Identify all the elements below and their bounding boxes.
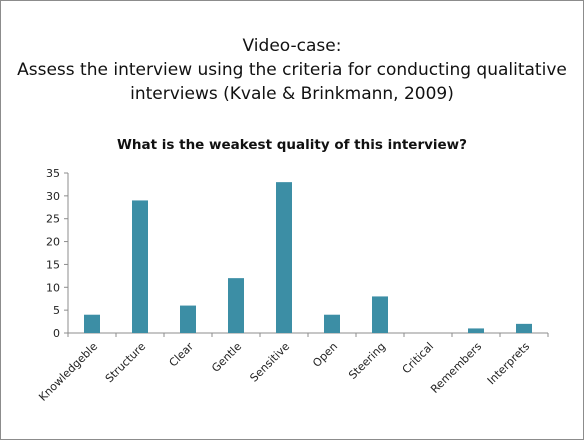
slide-title-line-3: interviews (Kvale & Brinkmann, 2009): [130, 84, 454, 104]
chart-title: What is the weakest quality of this inte…: [116, 137, 467, 153]
bar-clear: [180, 305, 196, 333]
y-tick-label: 10: [46, 281, 60, 294]
bar-interprets: [516, 323, 532, 333]
y-tick-label: 15: [46, 258, 60, 271]
y-tick-label: 20: [46, 236, 60, 249]
y-tick-label: 30: [46, 190, 60, 203]
x-category-label: Gentle: [209, 340, 244, 375]
x-category-label: Steering: [346, 340, 388, 382]
x-category-label: Remembers: [428, 340, 484, 396]
x-category-label: Interprets: [485, 340, 532, 387]
x-category-label: Clear: [167, 340, 197, 370]
x-category-label: Knowledgeble: [36, 340, 100, 404]
bar-structure: [132, 200, 148, 333]
x-category-label: Critical: [400, 340, 436, 376]
y-tick-label: 35: [46, 167, 60, 180]
slide-title-line-2: Assess the interview using the criteria …: [17, 60, 567, 80]
bar-gentle: [228, 278, 244, 333]
x-category-label: Sensitive: [247, 340, 292, 385]
slide-title-line-1: Video-case:: [242, 36, 342, 56]
x-category-label: Structure: [103, 340, 149, 386]
bar-sensitive: [276, 182, 292, 333]
x-category-label: Open: [310, 340, 340, 370]
bar-steering: [372, 296, 388, 333]
bar-remembers: [468, 328, 484, 333]
bar-knowledgeble: [84, 314, 100, 333]
bar-open: [324, 314, 340, 333]
y-tick-label: 5: [53, 304, 60, 317]
y-tick-label: 25: [46, 213, 60, 226]
y-tick-label: 0: [53, 327, 60, 340]
